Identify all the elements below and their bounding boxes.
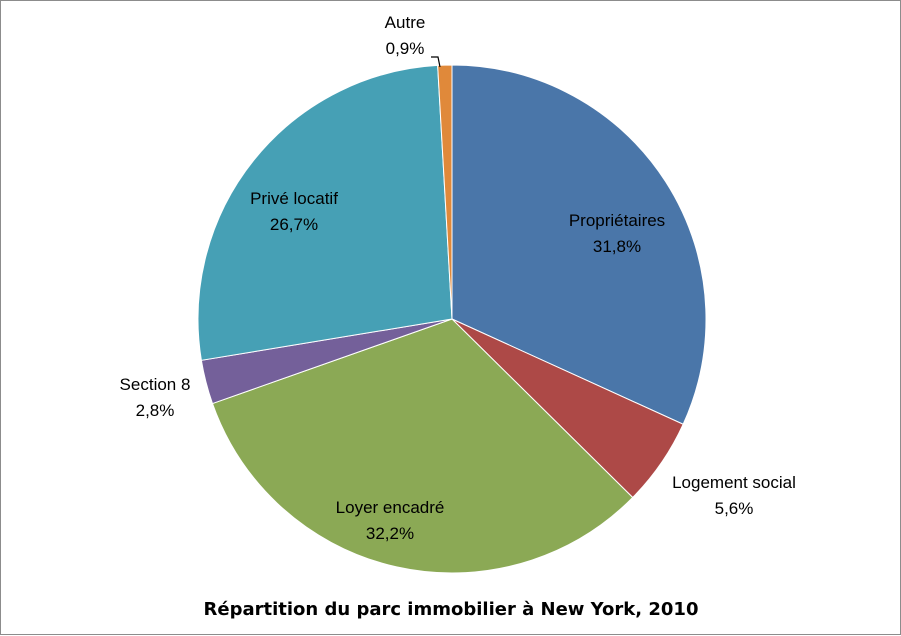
label-loyer-encadre: Loyer encadré 32,2% — [336, 498, 445, 543]
label-proprietaires: Propriétaires 31,8% — [569, 211, 665, 256]
label-logement-social: Logement social 5,6% — [672, 473, 796, 518]
label-value: 26,7% — [270, 215, 318, 234]
label-name: Section 8 — [120, 375, 191, 394]
label-value: 0,9% — [386, 39, 425, 58]
label-value: 2,8% — [136, 401, 175, 420]
label-section-8: Section 8 2,8% — [120, 375, 191, 420]
label-value: 32,2% — [366, 524, 414, 543]
chart-title: Répartition du parc immobilier à New Yor… — [204, 599, 699, 620]
pie-slice-4 — [197, 64, 453, 361]
label-autre: Autre 0,9% — [385, 13, 426, 58]
pie-slice-5 — [437, 64, 453, 320]
label-name: Propriétaires — [569, 211, 665, 230]
pie-slices — [197, 64, 707, 574]
label-name: Loyer encadré — [336, 498, 445, 517]
pie-slice-0 — [451, 64, 707, 425]
pie-slice-2 — [211, 318, 634, 574]
label-name: Autre — [385, 13, 426, 32]
label-name: Logement social — [672, 473, 796, 492]
label-prive-locatif: Privé locatif 26,7% — [250, 189, 338, 234]
label-value: 5,6% — [715, 499, 754, 518]
label-name: Privé locatif — [250, 189, 338, 208]
label-value: 31,8% — [593, 237, 641, 256]
autre-leader-line — [431, 56, 441, 68]
